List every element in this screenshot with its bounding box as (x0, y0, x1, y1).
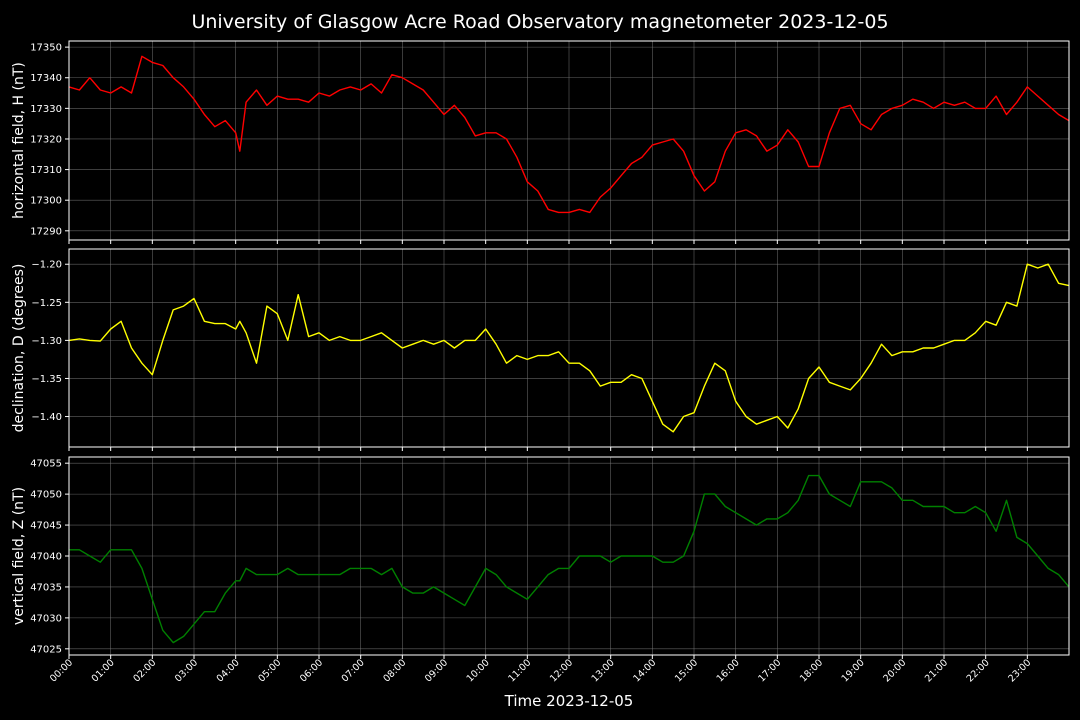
series-line-3 (69, 474, 1070, 644)
y-tick-label: 47045 (30, 521, 62, 532)
y-tick-label: −1.40 (31, 412, 62, 423)
panel-frame (68, 40, 1070, 241)
y-tick-label: 47055 (30, 459, 62, 470)
y-axis-label: horizontal field, H (nT) (11, 62, 27, 219)
y-tick-label: 17330 (30, 104, 62, 115)
y-tick-label: −1.35 (31, 374, 62, 385)
y-tick-label: 47035 (30, 582, 62, 593)
y-tick-label: 47030 (30, 613, 62, 624)
y-tick-label: 47040 (30, 552, 62, 563)
panel-1: 17290 17300 17310 17320 17330 17340 17350horiz… (11, 40, 1070, 244)
y-tick-label: −1.30 (31, 336, 62, 347)
y-tick-label: 47025 (30, 644, 62, 655)
y-tick-label: 17350 (30, 43, 62, 54)
y-tick-label: 17340 (30, 73, 62, 84)
series-line-1 (68, 55, 1070, 214)
series-line-2 (68, 263, 1070, 433)
panel-frame (68, 248, 1070, 448)
y-tick-label: 47050 (30, 490, 62, 501)
y-tick-label: 17320 (30, 134, 62, 145)
y-tick-label: 17290 (30, 226, 62, 237)
y-axis-label: vertical field, Z (nT) (11, 487, 27, 625)
y-tick-label: 17310 (30, 165, 62, 176)
y-tick-label: −1.20 (31, 260, 62, 271)
x-axis-label: Time 2023-12-05 (504, 692, 634, 710)
panel-2: −1.40 −1.35 −1.30 −1.25 −1.20 declination, D … (11, 248, 1070, 451)
panel-3: 47025 47030 47035 47040 47045 47050 47055 verti… (11, 456, 1070, 659)
chart-panels: 17290 17300 17310 17320 17330 17340 17350horiz… (11, 40, 1070, 659)
chart-title: University of Glasgow Acre Road Observat… (191, 11, 888, 33)
panel-frame (68, 456, 1070, 656)
y-axis-label: declination, D (degrees) (11, 264, 27, 433)
y-tick-label: −1.25 (31, 298, 62, 309)
y-tick-label: 17300 (30, 196, 62, 207)
